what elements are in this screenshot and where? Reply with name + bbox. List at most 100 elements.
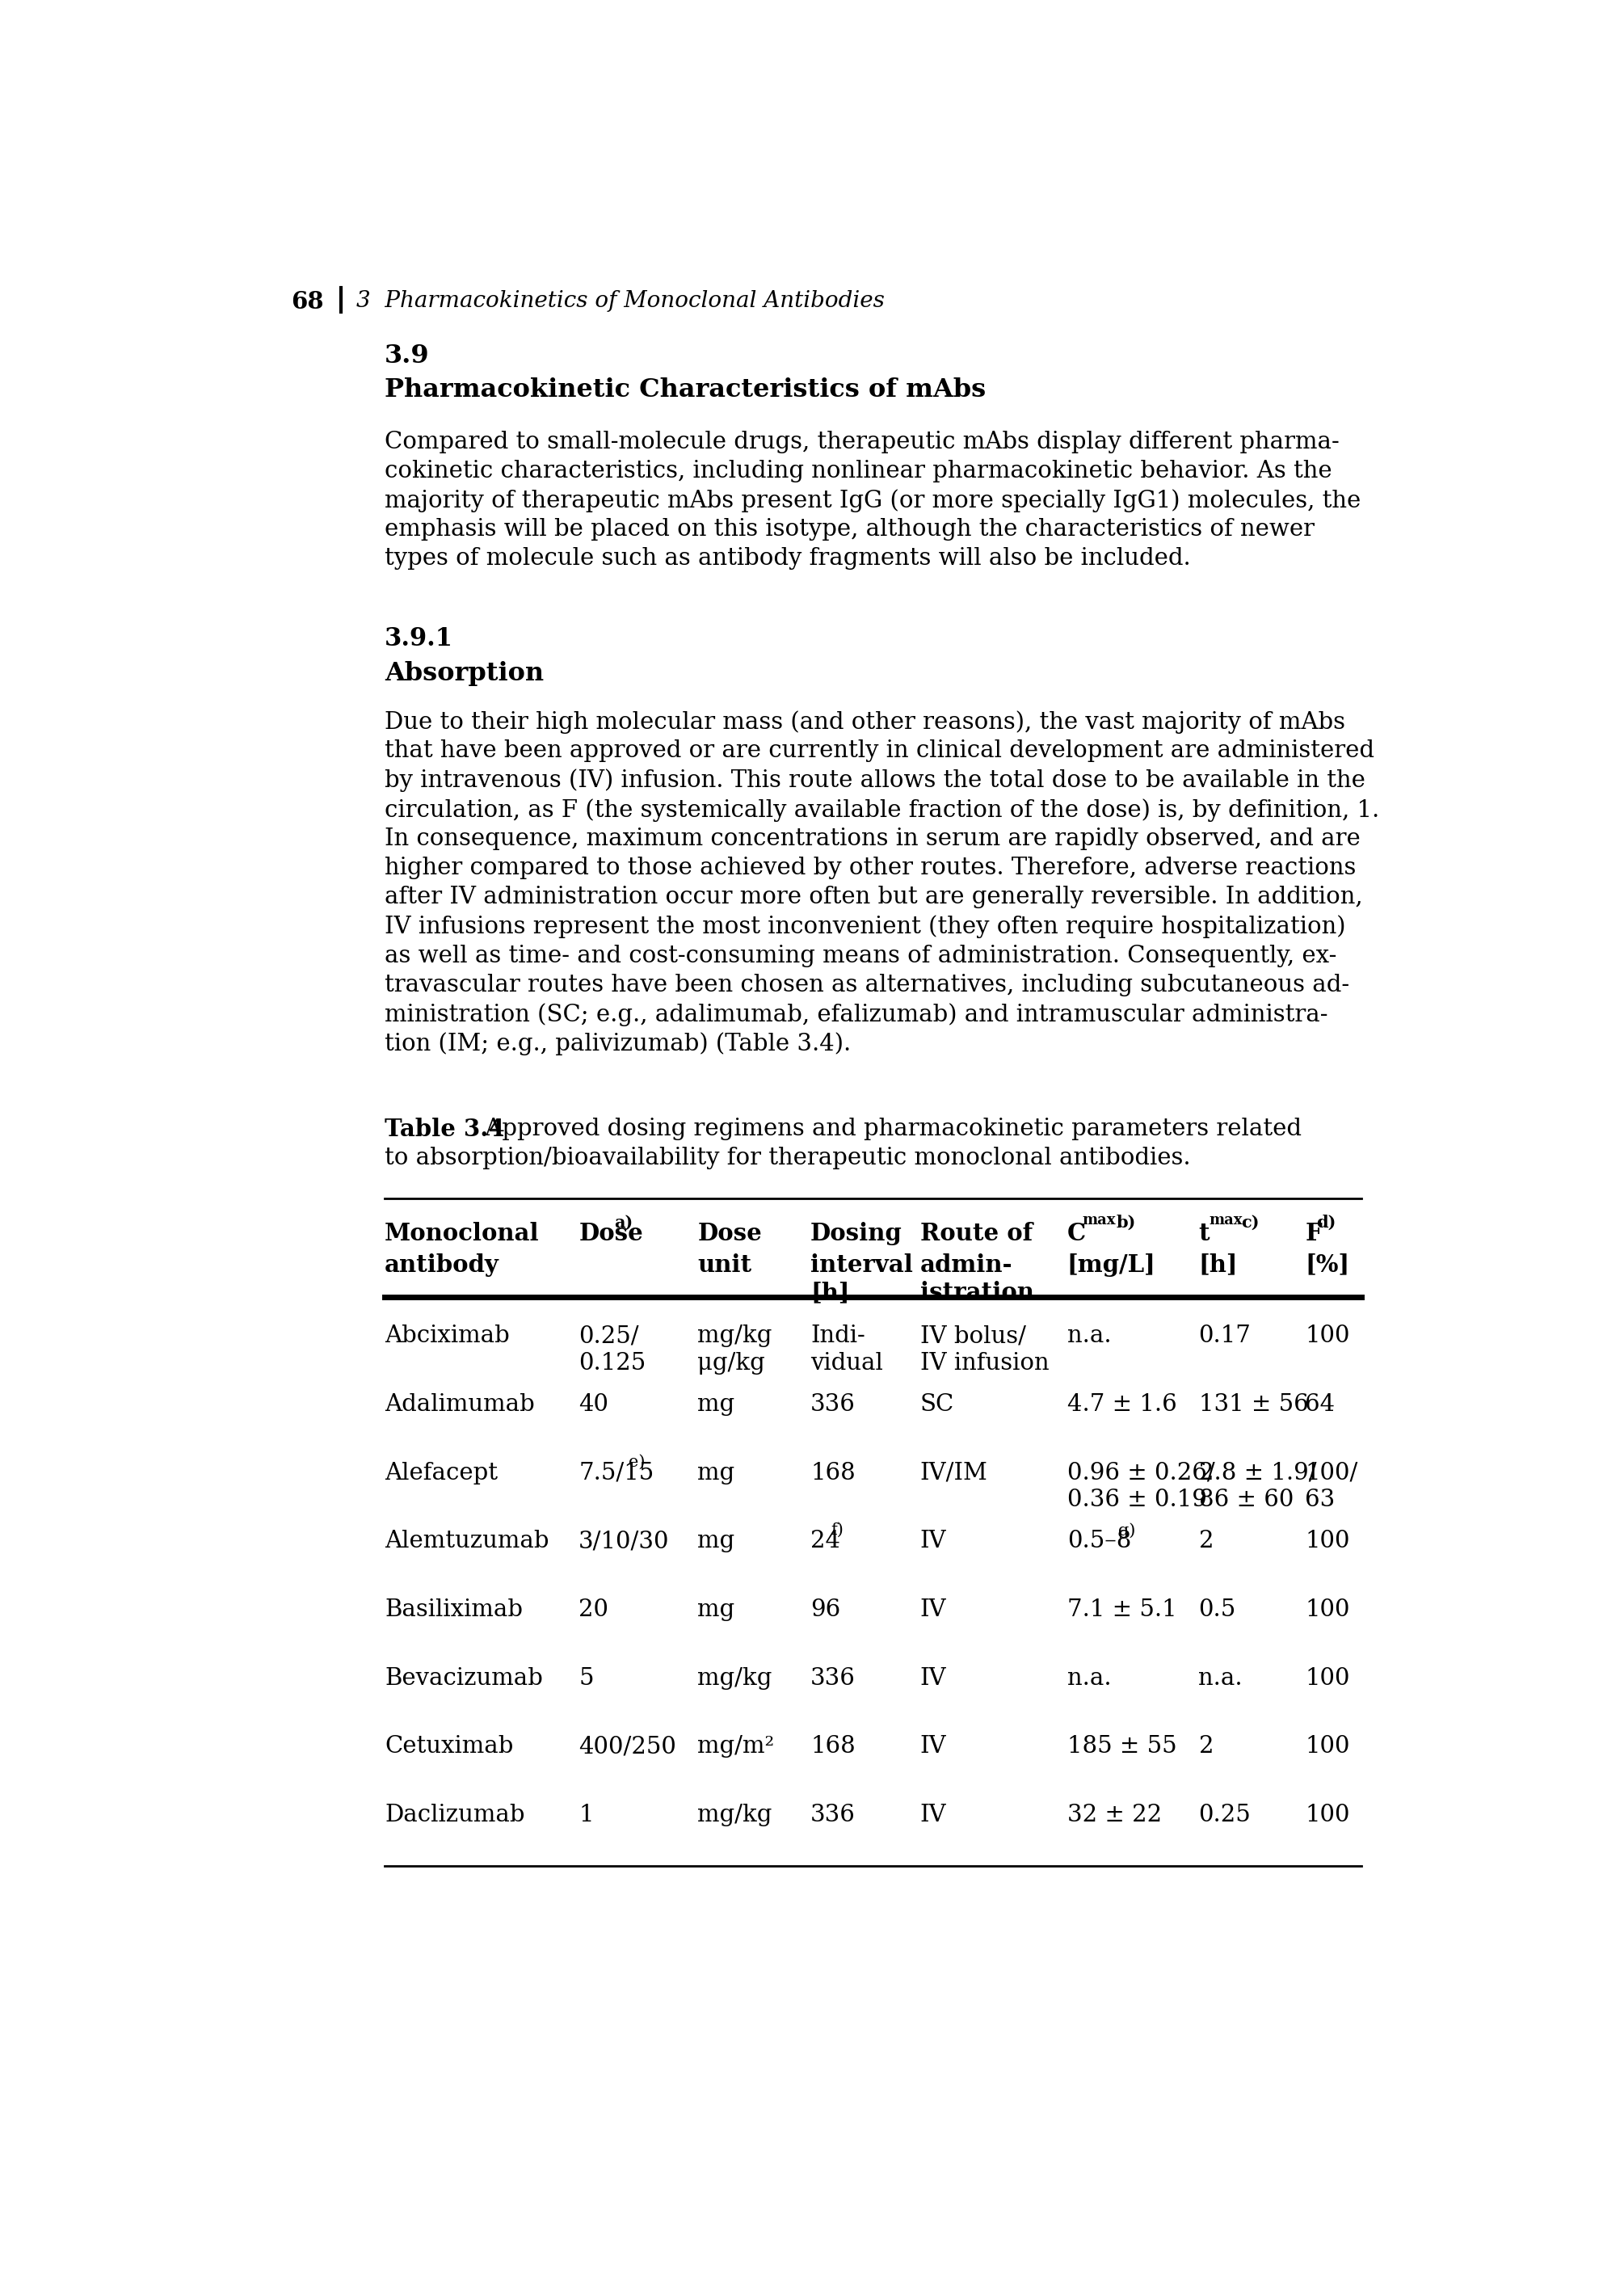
Text: Monoclonal: Monoclonal [385,1221,539,1246]
Text: IV: IV [919,1530,947,1553]
Text: 68: 68 [291,291,323,314]
Text: 100: 100 [1306,1668,1350,1688]
Text: SC: SC [919,1393,953,1416]
Text: as well as time- and cost-consuming means of administration. Consequently, ex-: as well as time- and cost-consuming mean… [385,944,1337,967]
Text: antibody: antibody [385,1253,499,1276]
Text: 336: 336 [810,1803,856,1826]
Text: 100: 100 [1306,1734,1350,1757]
Text: Alemtuzumab: Alemtuzumab [385,1530,549,1553]
Text: mg: mg [698,1530,736,1553]
Text: mg: mg [698,1393,736,1416]
Text: b): b) [1116,1214,1135,1230]
Text: 100: 100 [1306,1530,1350,1553]
Text: 0.25: 0.25 [1199,1803,1250,1826]
Text: F: F [1306,1221,1322,1246]
Text: 5: 5 [578,1668,594,1688]
Text: [h]: [h] [810,1281,849,1304]
Text: 185 ± 55: 185 ± 55 [1067,1734,1177,1757]
Text: [%]: [%] [1306,1253,1350,1276]
Text: ministration (SC; e.g., adalimumab, efalizumab) and intramuscular administra-: ministration (SC; e.g., adalimumab, efal… [385,1003,1328,1026]
Text: [h]: [h] [1199,1253,1237,1276]
Text: 336: 336 [810,1393,856,1416]
Text: 20: 20 [578,1599,609,1622]
Text: IV: IV [919,1734,947,1757]
Bar [578,1462,674,1496]
Text: μg/kg: μg/kg [698,1352,765,1375]
Text: Compared to small-molecule drugs, therapeutic mAbs display different pharma-: Compared to small-molecule drugs, therap… [385,431,1340,454]
Text: n.a.: n.a. [1199,1668,1242,1688]
Text: Approved dosing regimens and pharmacokinetic parameters related: Approved dosing regimens and pharmacokin… [477,1118,1301,1141]
Text: Pharmacokinetic Characteristics of mAbs: Pharmacokinetic Characteristics of mAbs [385,378,986,403]
Text: 63: 63 [1306,1489,1335,1512]
Text: Dose: Dose [578,1221,643,1246]
Text: 0.25/: 0.25/ [578,1324,638,1347]
Text: vidual: vidual [810,1352,883,1375]
Text: c): c) [1241,1214,1259,1230]
Text: emphasis will be placed on this isotype, although the characteristics of newer: emphasis will be placed on this isotype,… [385,518,1314,541]
Text: Due to their high molecular mass (and other reasons), the vast majority of mAbs: Due to their high molecular mass (and ot… [385,710,1345,733]
Text: 400/250: 400/250 [578,1734,676,1757]
Text: Dosing: Dosing [810,1221,903,1246]
Text: Table 3.4: Table 3.4 [385,1118,505,1141]
Text: 40: 40 [578,1393,609,1416]
Text: IV bolus/: IV bolus/ [919,1324,1026,1347]
Text: Route of: Route of [919,1221,1033,1246]
Text: Daclizumab: Daclizumab [385,1803,525,1826]
Text: 100: 100 [1306,1803,1350,1826]
Text: 168: 168 [810,1734,856,1757]
Text: 4.7 ± 1.6: 4.7 ± 1.6 [1067,1393,1177,1416]
Text: 1: 1 [578,1803,594,1826]
Text: 24: 24 [810,1530,840,1553]
Text: interval: interval [810,1253,913,1276]
Text: [mg/L]: [mg/L] [1067,1253,1156,1276]
Text: 336: 336 [810,1668,856,1688]
Text: 64: 64 [1306,1393,1335,1416]
Text: 100: 100 [1306,1599,1350,1622]
Text: IV: IV [919,1599,947,1622]
Text: Abciximab: Abciximab [385,1324,510,1347]
Text: d): d) [1317,1214,1337,1230]
Text: g): g) [1119,1524,1135,1540]
Text: C: C [1067,1221,1086,1246]
Text: IV infusion: IV infusion [919,1352,1049,1375]
Text: istration: istration [919,1281,1034,1304]
Text: 86 ± 60: 86 ± 60 [1199,1489,1293,1512]
Text: Cetuximab: Cetuximab [385,1734,513,1757]
Text: IV: IV [919,1668,947,1688]
Text: by intravenous (IV) infusion. This route allows the total dose to be available i: by intravenous (IV) infusion. This route… [385,770,1366,793]
Text: types of molecule such as antibody fragments will also be included.: types of molecule such as antibody fragm… [385,548,1190,570]
Text: mg/m²: mg/m² [698,1734,775,1757]
Text: 3  Pharmacokinetics of Monoclonal Antibodies: 3 Pharmacokinetics of Monoclonal Antibod… [356,291,885,312]
Text: a): a) [614,1214,633,1230]
Text: 3/10/30: 3/10/30 [578,1530,669,1553]
Text: n.a.: n.a. [1067,1668,1111,1688]
Text: cokinetic characteristics, including nonlinear pharmacokinetic behavior. As the: cokinetic characteristics, including non… [385,460,1332,483]
Text: 3.9.1: 3.9.1 [385,625,453,651]
Bar [1065,1530,1163,1565]
Text: 7.5/15: 7.5/15 [578,1462,654,1485]
Text: 7.5/15: 7.5/15 [578,1462,654,1485]
Text: 3.9: 3.9 [385,344,429,369]
Text: majority of therapeutic mAbs present IgG (or more specially IgG1) molecules, the: majority of therapeutic mAbs present IgG… [385,488,1361,513]
Text: 0.36 ± 0.19: 0.36 ± 0.19 [1067,1489,1207,1512]
Text: 100/: 100/ [1306,1462,1358,1485]
Text: mg: mg [698,1462,736,1485]
Text: 24: 24 [810,1530,840,1553]
Text: t: t [1199,1221,1210,1246]
Text: mg: mg [698,1599,736,1622]
Text: that have been approved or are currently in clinical development are administere: that have been approved or are currently… [385,740,1374,763]
Text: higher compared to those achieved by other routes. Therefore, adverse reactions: higher compared to those achieved by oth… [385,857,1356,880]
Text: admin-: admin- [919,1253,1013,1276]
Text: IV/IM: IV/IM [919,1462,987,1485]
Text: f): f) [830,1524,843,1537]
Text: 0.5–8: 0.5–8 [1067,1530,1132,1553]
Text: n.a.: n.a. [1067,1324,1111,1347]
Text: Basiliximab: Basiliximab [385,1599,523,1622]
Text: 96: 96 [810,1599,841,1622]
Text: 168: 168 [810,1462,856,1485]
Text: Alefacept: Alefacept [385,1462,497,1485]
Text: 2: 2 [1199,1530,1213,1553]
Text: Dose: Dose [698,1221,762,1246]
Text: 32 ± 22: 32 ± 22 [1067,1803,1161,1826]
Text: e): e) [628,1455,645,1469]
